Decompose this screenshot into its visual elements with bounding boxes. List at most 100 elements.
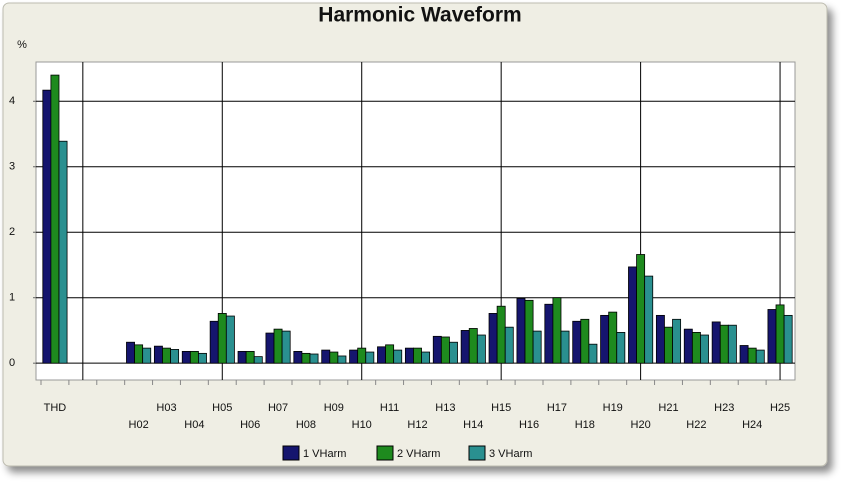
x-tick-label: H02 xyxy=(129,419,149,431)
plot-area xyxy=(35,61,796,381)
bar xyxy=(134,344,144,364)
x-tick-label: H05 xyxy=(212,402,232,414)
bar xyxy=(329,351,339,364)
bar xyxy=(245,350,255,364)
bar xyxy=(181,350,191,364)
bar xyxy=(672,318,682,364)
bar xyxy=(142,347,152,364)
x-tick-label: H08 xyxy=(296,419,316,431)
bar xyxy=(524,299,534,364)
bar xyxy=(755,349,765,364)
bar xyxy=(265,332,275,364)
bar xyxy=(552,297,562,364)
bar xyxy=(198,352,207,364)
bar xyxy=(209,320,219,364)
bar xyxy=(153,345,163,364)
bar xyxy=(42,89,52,364)
x-tick-label: H24 xyxy=(742,419,762,431)
bar xyxy=(421,351,431,364)
bar xyxy=(413,347,422,364)
bar xyxy=(655,314,665,364)
x-tick-label: H13 xyxy=(435,402,455,414)
x-tick-label: H14 xyxy=(463,419,483,431)
bar xyxy=(600,314,610,364)
x-tick-label: H19 xyxy=(603,402,623,414)
legend-swatch xyxy=(282,445,300,461)
bar xyxy=(404,347,414,364)
bar xyxy=(189,350,199,364)
bar xyxy=(476,334,486,364)
bar xyxy=(504,326,514,364)
x-tick-label: H07 xyxy=(268,402,288,414)
bar xyxy=(301,352,311,364)
bar xyxy=(644,275,654,364)
bar xyxy=(739,345,749,364)
bar xyxy=(683,328,693,364)
bar xyxy=(385,344,395,364)
bar xyxy=(393,349,403,364)
bar xyxy=(58,140,68,364)
bar xyxy=(126,341,135,364)
bar xyxy=(50,74,60,364)
bar xyxy=(162,347,171,364)
y-tick-label: 4 xyxy=(9,95,15,107)
bar xyxy=(691,332,701,364)
y-tick-label: 3 xyxy=(9,161,15,173)
x-tick-label: H04 xyxy=(184,419,204,431)
bar xyxy=(727,324,737,364)
x-tick-label: THD xyxy=(44,402,67,414)
bar xyxy=(377,346,386,364)
bar xyxy=(273,328,283,364)
bar xyxy=(775,304,785,364)
bar xyxy=(616,332,626,364)
bar xyxy=(293,350,303,364)
bar xyxy=(237,350,247,364)
bar xyxy=(309,353,319,364)
bar xyxy=(170,349,180,364)
bar xyxy=(432,335,442,364)
bar xyxy=(608,311,618,364)
bar xyxy=(460,330,470,364)
bar xyxy=(337,355,347,364)
bar xyxy=(365,351,375,364)
bar xyxy=(767,309,777,364)
x-tick-label: H11 xyxy=(380,402,399,414)
legend-label: 2 VHarm xyxy=(397,448,440,460)
x-tick-label: H09 xyxy=(324,402,344,414)
y-axis-label: % xyxy=(17,39,27,51)
bar xyxy=(560,330,570,364)
bar xyxy=(321,349,331,364)
bar xyxy=(496,305,506,364)
y-tick-label: 0 xyxy=(9,357,15,369)
bar xyxy=(700,334,709,364)
bar xyxy=(628,266,637,364)
chart-title: Harmonic Waveform xyxy=(318,4,521,27)
x-tick-label: H06 xyxy=(240,419,260,431)
x-tick-label: H22 xyxy=(686,419,706,431)
legend-label: 3 VHarm xyxy=(489,448,532,460)
x-tick-label: H23 xyxy=(714,402,734,414)
bar xyxy=(783,314,793,364)
x-tick-label: H17 xyxy=(547,402,567,414)
y-tick-label: 2 xyxy=(9,226,15,238)
x-tick-label: H21 xyxy=(658,402,678,414)
bar xyxy=(357,347,367,364)
x-tick-label: H10 xyxy=(352,419,372,431)
bar xyxy=(636,254,646,364)
x-tick-label: H15 xyxy=(491,402,511,414)
bar xyxy=(719,324,729,364)
bar xyxy=(440,336,450,364)
x-tick-label: H12 xyxy=(407,419,427,431)
bar xyxy=(544,303,554,364)
x-tick-label: H18 xyxy=(575,419,595,431)
bar xyxy=(580,318,590,364)
bar xyxy=(468,328,478,364)
bar xyxy=(711,321,721,364)
bar xyxy=(253,356,263,364)
bar xyxy=(516,297,526,364)
bar xyxy=(747,347,757,364)
bar xyxy=(532,330,542,364)
bar xyxy=(572,320,582,364)
